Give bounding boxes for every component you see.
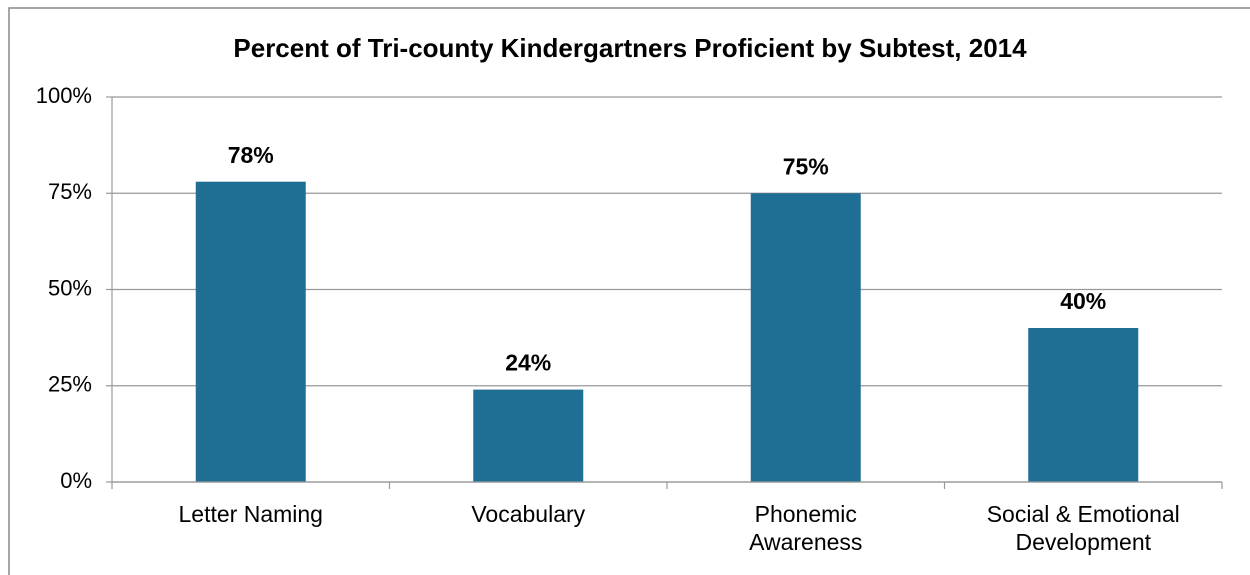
x-tick-label: Vocabulary [471, 501, 586, 527]
value-label: 24% [505, 350, 551, 376]
bar [1028, 328, 1139, 482]
y-tick-label: 25% [48, 372, 92, 397]
chart-title: Percent of Tri-county Kindergartners Pro… [233, 33, 1027, 63]
value-label: 75% [783, 153, 829, 179]
y-tick-label: 100% [36, 83, 92, 108]
bar [473, 389, 584, 482]
x-tick-label: Letter Naming [178, 501, 323, 527]
bar [750, 193, 861, 482]
value-label: 78% [228, 142, 274, 168]
x-tick-label: Social & Emotional Development [986, 501, 1180, 555]
value-label: 40% [1060, 288, 1106, 314]
bar [195, 181, 306, 482]
y-tick-label: 75% [48, 179, 92, 204]
x-tick-label: Phonemic Awareness [749, 501, 863, 555]
chart-frame [8, 7, 1250, 575]
y-tick-label: 50% [48, 275, 92, 300]
y-tick-label: 0% [60, 468, 92, 493]
